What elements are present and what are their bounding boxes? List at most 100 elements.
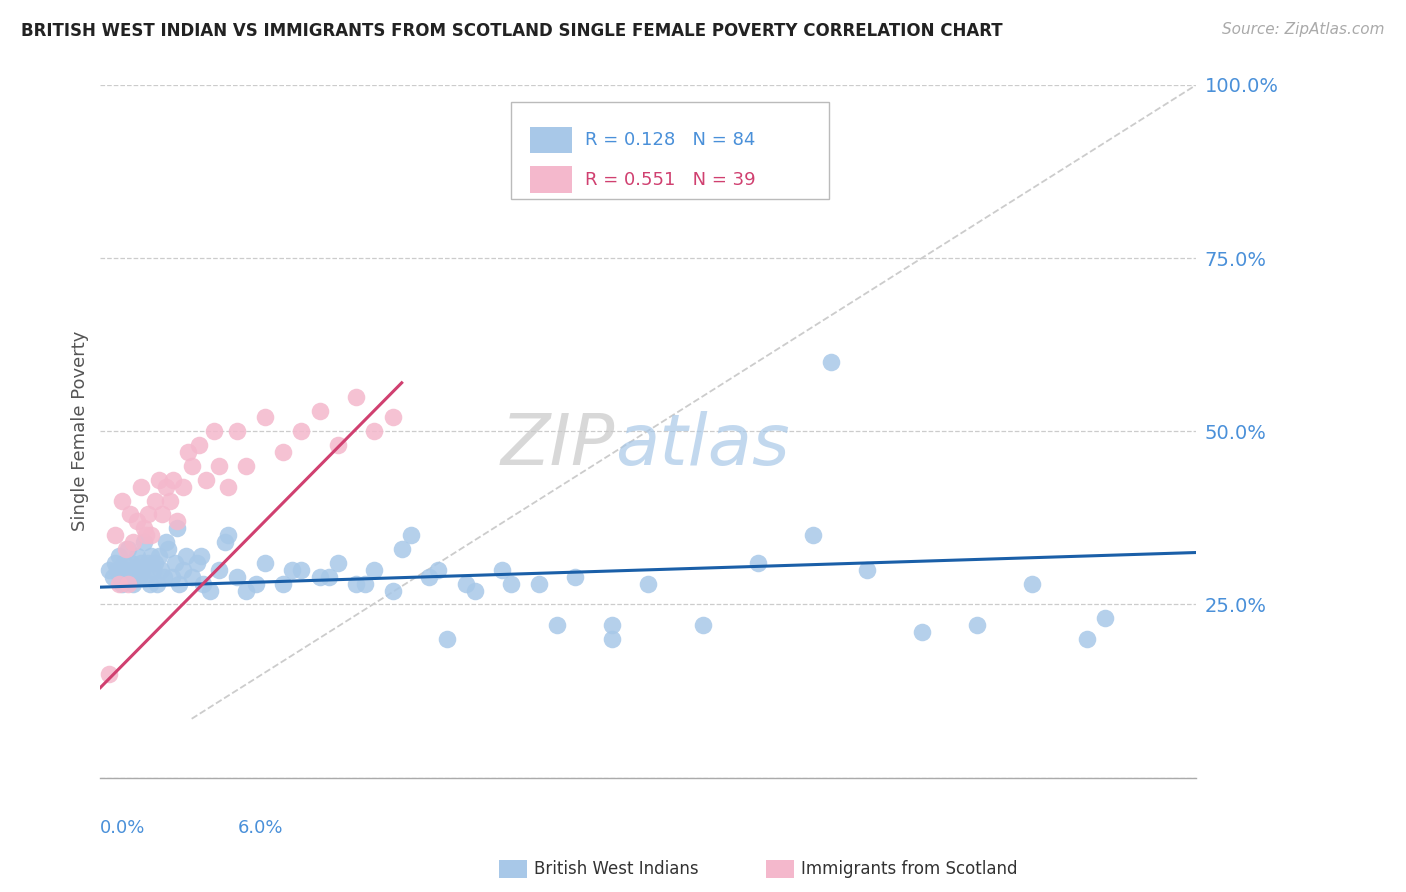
Point	[198, 583, 221, 598]
Point	[202, 425, 225, 439]
Point	[141, 528, 163, 542]
Point	[136, 508, 159, 522]
Point	[245, 576, 267, 591]
Text: 0.0%: 0.0%	[100, 819, 146, 838]
Point	[148, 473, 170, 487]
Point	[217, 480, 239, 494]
Point	[308, 403, 330, 417]
Bar	[530, 127, 572, 153]
Point	[436, 632, 458, 646]
Point	[271, 576, 294, 591]
Point	[281, 563, 304, 577]
Point	[527, 576, 550, 591]
Point	[208, 563, 231, 577]
Point	[129, 556, 152, 570]
Bar	[530, 167, 572, 193]
Point	[118, 570, 141, 584]
Point	[180, 570, 202, 584]
Point	[115, 563, 138, 577]
Point	[107, 576, 129, 591]
Point	[253, 556, 276, 570]
Point	[138, 576, 160, 591]
Point	[195, 473, 218, 487]
Point	[363, 563, 385, 577]
Point	[111, 493, 134, 508]
Point	[454, 576, 477, 591]
Point	[344, 576, 367, 591]
Point	[217, 528, 239, 542]
Point	[117, 576, 139, 591]
Point	[318, 570, 340, 584]
Point	[98, 563, 121, 577]
Y-axis label: Single Female Poverty: Single Female Poverty	[72, 331, 89, 532]
Point	[801, 528, 824, 542]
Point	[167, 576, 190, 591]
Point	[1076, 632, 1098, 646]
Point	[142, 563, 165, 577]
Point	[135, 528, 157, 542]
Point	[166, 514, 188, 528]
Point	[692, 618, 714, 632]
Point	[208, 458, 231, 473]
Point	[966, 618, 988, 632]
Point	[117, 542, 139, 557]
Point	[180, 458, 202, 473]
Point	[159, 493, 181, 508]
Point	[125, 549, 148, 563]
Point	[112, 556, 135, 570]
Point	[190, 549, 212, 563]
Point	[148, 549, 170, 563]
Point	[363, 425, 385, 439]
Point	[104, 556, 127, 570]
Point	[491, 563, 513, 577]
Point	[172, 563, 194, 577]
Point	[271, 445, 294, 459]
Point	[235, 583, 257, 598]
Point	[1094, 611, 1116, 625]
Point	[131, 563, 153, 577]
Point	[128, 570, 150, 584]
Point	[122, 535, 145, 549]
Text: R = 0.128   N = 84: R = 0.128 N = 84	[585, 131, 755, 149]
Point	[110, 570, 132, 584]
Point	[747, 556, 769, 570]
Point	[235, 458, 257, 473]
Point	[226, 570, 249, 584]
Point	[191, 576, 214, 591]
Point	[418, 570, 440, 584]
Point	[115, 542, 138, 557]
Point	[174, 549, 197, 563]
Point	[820, 355, 842, 369]
Text: atlas: atlas	[616, 410, 790, 480]
Point	[501, 576, 523, 591]
Text: 6.0%: 6.0%	[238, 819, 283, 838]
Point	[134, 535, 156, 549]
Point	[381, 410, 404, 425]
Point	[120, 556, 142, 570]
Point	[253, 410, 276, 425]
FancyBboxPatch shape	[512, 103, 830, 199]
Point	[146, 576, 169, 591]
Point	[125, 514, 148, 528]
Point	[856, 563, 879, 577]
Point	[344, 390, 367, 404]
Point	[98, 666, 121, 681]
Point	[214, 535, 236, 549]
Point	[135, 570, 157, 584]
Point	[143, 556, 166, 570]
Point	[111, 576, 134, 591]
Point	[326, 438, 349, 452]
Point	[152, 508, 174, 522]
Point	[165, 556, 187, 570]
Point	[354, 576, 377, 591]
Point	[326, 556, 349, 570]
Point	[155, 535, 177, 549]
Point	[226, 425, 249, 439]
Point	[160, 570, 183, 584]
Point	[122, 576, 145, 591]
Point	[290, 425, 312, 439]
Point	[149, 563, 172, 577]
Point	[1021, 576, 1043, 591]
Point	[177, 445, 200, 459]
Point	[399, 528, 422, 542]
